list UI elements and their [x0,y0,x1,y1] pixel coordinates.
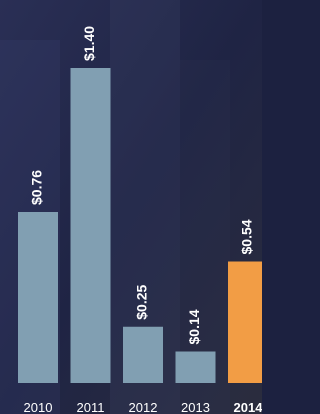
value-label: $0.25 [134,285,150,320]
bar [18,212,58,383]
x-tick-label: 2010 [24,400,53,414]
bar [176,352,216,384]
chart: $0.76 2010 $1.40 2011 $0.25 2012 $0.14 2013 $0.5… [0,0,262,414]
value-label: $0.14 [186,309,202,344]
bar [123,327,163,383]
x-tick-label: 2014 [234,400,262,414]
value-label: $0.76 [29,170,45,205]
page: $0.76 2010 $1.40 2011 $0.25 2012 $0.14 2013 $0.5… [0,0,262,414]
value-label: $0.54 [239,219,255,254]
x-tick-label: 2011 [77,400,105,414]
bar [228,262,262,384]
x-tick-label: 2013 [181,400,210,414]
value-label: $1.40 [81,26,97,61]
bar [71,68,111,383]
x-tick-label: 2012 [129,400,158,414]
